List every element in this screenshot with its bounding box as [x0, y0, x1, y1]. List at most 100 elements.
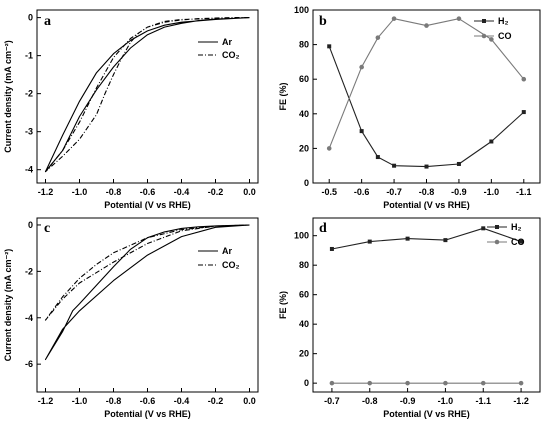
- y-axis-label: FE (%): [278, 82, 288, 110]
- data-point-circle: [367, 380, 373, 386]
- x-tick-label: -0.7: [386, 187, 402, 197]
- x-axis-label: Potential (V vs RHE): [383, 409, 470, 419]
- y-tick-label: -2: [25, 266, 33, 276]
- y-tick-label: 0: [28, 220, 33, 230]
- legend-label: CO: [498, 31, 512, 41]
- y-tick-label: 20: [299, 349, 309, 359]
- data-point-circle: [391, 16, 397, 21]
- x-tick-label: 0.0: [243, 396, 256, 406]
- data-point-square: [456, 161, 461, 166]
- series-line-second: [44, 224, 250, 321]
- series-line-first: [44, 224, 250, 361]
- x-tick-label: -1.0: [72, 396, 88, 406]
- series-line-first: [331, 227, 522, 250]
- series-line-second: [328, 18, 525, 149]
- x-tick-label: 0.0: [243, 187, 256, 197]
- plot-frame: [312, 217, 541, 393]
- y-tick-label: -6: [25, 359, 33, 369]
- legend-label: Ar: [222, 246, 232, 256]
- y-tick-label: 40: [299, 109, 309, 119]
- data-point-circle: [489, 37, 494, 42]
- y-tick-label: 100: [294, 231, 309, 241]
- data-point-circle: [424, 23, 429, 28]
- panel-letter: b: [319, 14, 327, 29]
- x-axis-label: Potential (V vs RHE): [104, 200, 191, 210]
- x-tick-label: -0.2: [208, 187, 224, 197]
- data-point-square: [481, 226, 486, 231]
- y-tick-label: -4: [25, 313, 33, 323]
- legend-marker-circle: [481, 33, 487, 39]
- x-tick-label: -1.1: [516, 187, 532, 197]
- x-tick-label: -0.8: [106, 396, 122, 406]
- x-tick-label: -0.2: [208, 396, 224, 406]
- panel-letter: c: [44, 221, 50, 236]
- legend-label: Ar: [222, 37, 232, 47]
- y-tick-label: 80: [299, 260, 309, 270]
- x-tick-label: -0.4: [174, 396, 190, 406]
- y-tick-label: 0: [304, 178, 309, 188]
- y-tick-label: 20: [299, 143, 309, 153]
- x-tick-label: -0.6: [140, 396, 156, 406]
- data-point-square: [519, 239, 524, 244]
- y-tick-label: 40: [299, 319, 309, 329]
- x-tick-label: -0.8: [362, 396, 378, 406]
- legend-label: CO: [511, 237, 525, 247]
- y-tick-label: 60: [299, 74, 309, 84]
- panel-letter: d: [319, 221, 327, 236]
- y-tick-label: -4: [25, 165, 33, 175]
- x-tick-label: -0.5: [321, 187, 337, 197]
- legend-marker-circle: [494, 239, 500, 245]
- data-point-circle: [521, 76, 527, 82]
- x-tick-label: -0.6: [140, 187, 156, 197]
- x-tick-label: -1.0: [72, 187, 88, 197]
- legend-marker-square: [482, 19, 486, 23]
- y-tick-label: -1: [25, 51, 33, 61]
- data-point-square: [329, 246, 334, 251]
- x-tick-label: -0.9: [400, 396, 416, 406]
- data-point-square: [521, 110, 526, 115]
- data-point-square: [392, 163, 397, 168]
- x-tick-label: -0.8: [106, 187, 122, 197]
- data-point-circle: [405, 380, 410, 386]
- x-tick-label: -0.9: [451, 187, 467, 197]
- panel-a: -1.2 -1.0 -0.8 -0.6 -0.4 -0.2 0.0 0 -1 -2 -3 -4 Pote…: [3, 9, 259, 210]
- data-point-square: [405, 236, 410, 241]
- y-tick-label: 0: [304, 378, 309, 388]
- panel-d: -0.7 -0.8 -0.9 -1.0 -1.1 -1.2 0 20 40 60 80 100 Pote…: [278, 217, 541, 419]
- legend-label: CO₂: [222, 260, 240, 270]
- panel-b: -0.5 -0.6 -0.7 -0.8 -0.9 -1.0 -1.1 0 20 40 60 80 100…: [278, 5, 541, 210]
- x-tick-label: -1.0: [484, 187, 500, 197]
- x-tick-label: -0.7: [324, 396, 340, 406]
- y-tick-label: 100: [294, 5, 309, 15]
- data-point-square: [489, 139, 494, 144]
- data-point-circle: [326, 146, 332, 151]
- data-point-circle: [456, 16, 462, 21]
- x-tick-label: -1.2: [513, 396, 529, 406]
- x-axis-label: Potential (V vs RHE): [383, 200, 470, 210]
- y-tick-label: 60: [299, 290, 309, 300]
- x-tick-label: -1.0: [438, 396, 454, 406]
- legend-label: CO₂: [222, 50, 240, 60]
- data-point-circle: [329, 380, 335, 386]
- x-tick-label: -0.6: [354, 187, 370, 197]
- legend-marker-square: [495, 225, 499, 229]
- x-tick-label: -0.4: [174, 187, 190, 197]
- x-axis-label: Potential (V vs RHE): [104, 409, 191, 419]
- data-point-square: [443, 238, 448, 243]
- legend-label: H₂: [498, 16, 509, 26]
- data-point-square: [359, 129, 364, 134]
- data-point-square: [375, 155, 380, 160]
- y-tick-label: 80: [299, 40, 309, 50]
- plot-frame: [36, 9, 259, 184]
- data-point-square: [367, 239, 372, 244]
- data-point-circle: [359, 64, 364, 70]
- data-point-circle: [443, 380, 448, 386]
- data-point-circle: [375, 35, 381, 40]
- x-tick-label: -1.2: [38, 396, 54, 406]
- y-axis-label: Current density (mA cm⁻²): [3, 249, 13, 361]
- x-tick-label: -1.1: [475, 396, 491, 406]
- y-tick-label: -2: [25, 89, 33, 99]
- data-point-square: [327, 44, 332, 49]
- data-point-square: [424, 164, 429, 169]
